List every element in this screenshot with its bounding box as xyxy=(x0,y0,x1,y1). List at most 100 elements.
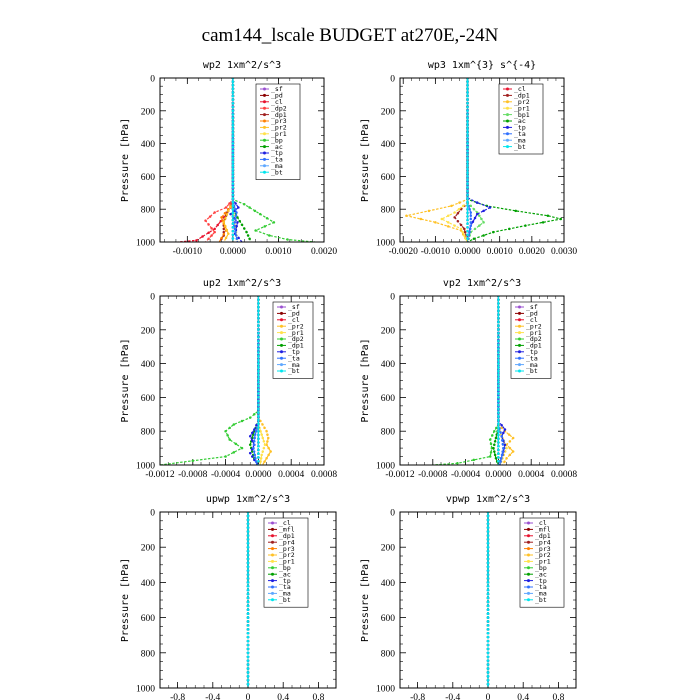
data-point xyxy=(265,429,268,433)
legend-entry: _ta xyxy=(268,583,291,591)
legend-swatch-marker xyxy=(527,598,530,602)
data-point xyxy=(497,366,500,369)
data-point xyxy=(497,298,500,302)
data-point xyxy=(466,109,469,113)
legend-entry: _pr3 xyxy=(268,545,295,553)
data-point xyxy=(486,678,490,682)
legend-entry: _dp1 xyxy=(503,92,530,100)
data-point xyxy=(254,429,258,433)
series-markers-bt xyxy=(246,512,250,686)
legend-entry: _bt xyxy=(260,168,283,176)
plot-area xyxy=(178,78,315,242)
data-point xyxy=(248,435,252,438)
data-point xyxy=(261,436,265,440)
plot-area xyxy=(486,512,490,688)
legend-entry: _ma xyxy=(277,361,300,369)
legend-entry: _ta xyxy=(515,354,538,362)
x-tick-label: -0.0012 xyxy=(145,470,175,480)
data-point xyxy=(453,216,456,219)
data-point xyxy=(497,437,500,440)
data-point xyxy=(466,175,469,178)
data-point xyxy=(497,354,500,358)
legend-entry: _pr4 xyxy=(268,538,295,546)
data-point xyxy=(257,377,260,380)
x-tick-label: -0.4 xyxy=(205,693,220,700)
data-point xyxy=(231,131,235,134)
data-point xyxy=(486,675,490,678)
data-point xyxy=(263,443,267,446)
data-point xyxy=(466,124,469,127)
legend-label: _ta xyxy=(514,130,526,138)
legend-entry: _bp xyxy=(260,136,283,144)
data-point xyxy=(466,145,469,149)
legend-swatch-marker xyxy=(518,318,521,322)
legend-entry: _ma xyxy=(260,162,283,170)
legend-entry: _mfl xyxy=(524,526,551,534)
legend-entry: _bt xyxy=(277,367,300,375)
legend-label: _pr2 xyxy=(279,551,295,559)
data-point xyxy=(208,215,212,218)
legend-swatch-marker xyxy=(263,164,266,168)
legend-label: _cl xyxy=(514,85,526,93)
data-point xyxy=(491,434,494,437)
y-tick-label: 200 xyxy=(141,544,156,554)
data-point xyxy=(508,453,512,457)
x-tick-label: 0.0004 xyxy=(278,470,304,480)
data-point xyxy=(219,219,222,223)
series-markers-bt xyxy=(466,78,469,240)
x-tick-label: 0.8 xyxy=(552,693,564,700)
data-point xyxy=(466,233,469,236)
x-tick-label: -0.0008 xyxy=(418,470,448,480)
legend-swatch-marker xyxy=(263,87,266,91)
data-point xyxy=(486,671,490,674)
data-point xyxy=(246,573,250,576)
legend-label: _dp1 xyxy=(288,342,304,350)
data-point xyxy=(246,538,250,541)
data-point xyxy=(497,362,500,365)
legend-label: _dp2 xyxy=(526,335,542,343)
data-point xyxy=(486,514,490,518)
data-point xyxy=(486,624,490,627)
data-point xyxy=(257,343,260,347)
legend-swatch-marker xyxy=(280,356,283,360)
data-point xyxy=(246,604,250,608)
legend-label: _bt xyxy=(288,367,300,375)
data-point xyxy=(486,542,490,545)
data-point xyxy=(234,214,238,218)
data-point xyxy=(459,223,463,227)
data-point xyxy=(246,526,250,529)
legend-swatch-marker xyxy=(280,324,283,328)
data-point xyxy=(248,451,252,455)
legend-entry: _bt xyxy=(515,367,538,375)
legend-label: _ac xyxy=(279,570,291,578)
data-point xyxy=(231,91,235,94)
data-point xyxy=(204,219,207,222)
data-point xyxy=(246,534,250,537)
data-point xyxy=(253,428,256,431)
data-point xyxy=(466,116,469,120)
data-point xyxy=(261,423,264,426)
data-point xyxy=(492,446,495,450)
data-point xyxy=(486,628,490,631)
data-point xyxy=(257,384,260,388)
legend-label: _pr1 xyxy=(526,329,542,337)
legend-entry: _dp1 xyxy=(277,342,304,350)
data-point xyxy=(493,440,497,443)
data-point xyxy=(234,217,237,221)
series-line-ac xyxy=(466,78,561,242)
data-point xyxy=(226,434,229,437)
legend-swatch-marker xyxy=(263,93,266,97)
y-tick-label: 200 xyxy=(141,107,156,117)
data-point xyxy=(246,655,250,658)
data-point xyxy=(497,358,500,362)
legend-label: _bt xyxy=(526,367,538,375)
data-point xyxy=(486,585,490,588)
data-point xyxy=(257,336,260,339)
legend-entry: _pd xyxy=(277,310,300,318)
data-point xyxy=(228,202,231,205)
legend-label: _pr4 xyxy=(279,538,295,546)
y-tick-label: 800 xyxy=(381,206,396,216)
data-point xyxy=(246,522,250,525)
data-point xyxy=(466,178,469,182)
data-point xyxy=(466,189,469,193)
